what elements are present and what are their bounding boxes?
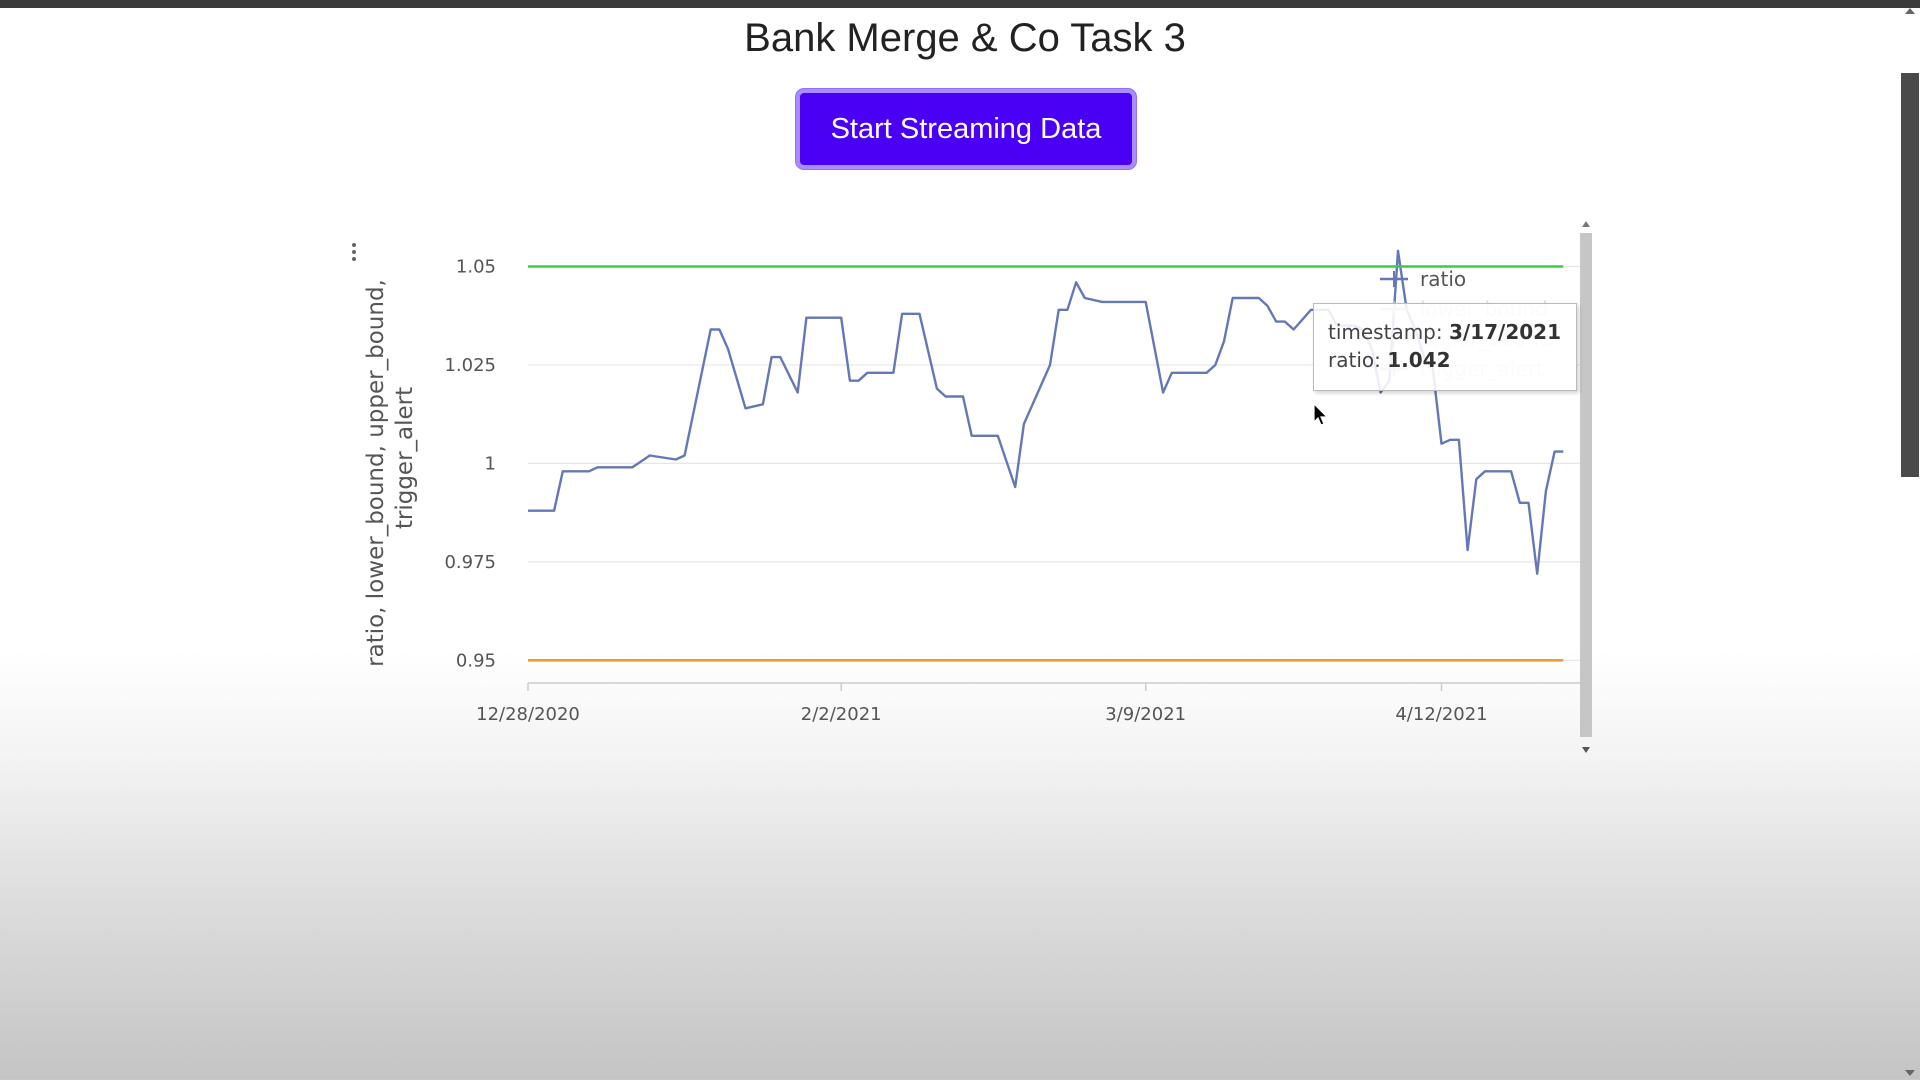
series-lines (528, 249, 1564, 662)
page-scroll-thumb[interactable] (1901, 73, 1919, 477)
tooltip-timestamp-value: 3/17/2021 (1448, 320, 1562, 344)
scroll-up-icon[interactable] (1905, 8, 1915, 14)
tooltip-timestamp-key: timestamp: (1328, 320, 1443, 344)
y-axis-label-line2: trigger_alert (392, 387, 418, 529)
y-tick-label: 0.975 (444, 552, 496, 573)
y-tick-label: 1.025 (444, 355, 496, 376)
x-tick-label: 3/9/2021 (1105, 704, 1186, 725)
legend-label-ratio: ratio (1420, 267, 1466, 291)
x-tick-label: 2/2/2021 (801, 704, 882, 725)
chart-menu-icon[interactable] (350, 243, 358, 267)
y-tick-label: 0.95 (456, 650, 496, 671)
tooltip-ratio-key: ratio: (1328, 348, 1381, 372)
mouse-cursor-icon (1313, 403, 1329, 426)
start-streaming-button[interactable]: Start Streaming Data (796, 89, 1136, 169)
y-tick-labels: 0.95 0.975 1 1.025 1.05 (444, 257, 496, 672)
scroll-down-icon[interactable] (1905, 1070, 1915, 1076)
y-axis-label-line1: ratio, lower_bound, upper_bound, (363, 279, 389, 667)
x-tick-label: 12/28/2020 (476, 704, 580, 725)
x-tick-label: 4/12/2021 (1395, 704, 1487, 725)
y-tick-label: 1.05 (456, 257, 496, 278)
page-title: Bank Merge & Co Task 3 (744, 16, 1186, 60)
page-scrollbar[interactable] (1900, 8, 1920, 1080)
ratio-line (528, 249, 1564, 575)
ratio-chart: 0.95 0.975 1 1.025 1.05 12/28/2020 2/2/2021 3/… (363, 249, 1580, 725)
tooltip-timestamp-row: timestamp: 3/17/2021 (1328, 318, 1576, 346)
chart-scroll-down-icon[interactable] (1582, 747, 1590, 753)
chart-scroll-thumb[interactable] (1580, 233, 1592, 737)
chart-tooltip: timestamp: 3/17/2021 ratio: 1.042 (1313, 303, 1577, 391)
tooltip-ratio-value: 1.042 (1387, 348, 1451, 372)
tooltip-ratio-row: ratio: 1.042 (1328, 346, 1576, 374)
x-tick-labels: 12/28/2020 2/2/2021 3/9/2021 4/12/2021 (476, 704, 1488, 725)
y-tick-label: 1 (485, 453, 496, 474)
chart-container: 0.95 0.975 1 1.025 1.05 12/28/2020 2/2/2021 3/… (340, 215, 1610, 755)
chart-scroll-up-icon[interactable] (1582, 221, 1590, 227)
chart-scrollbar[interactable] (1578, 221, 1594, 753)
browser-top-bar (0, 0, 1920, 8)
